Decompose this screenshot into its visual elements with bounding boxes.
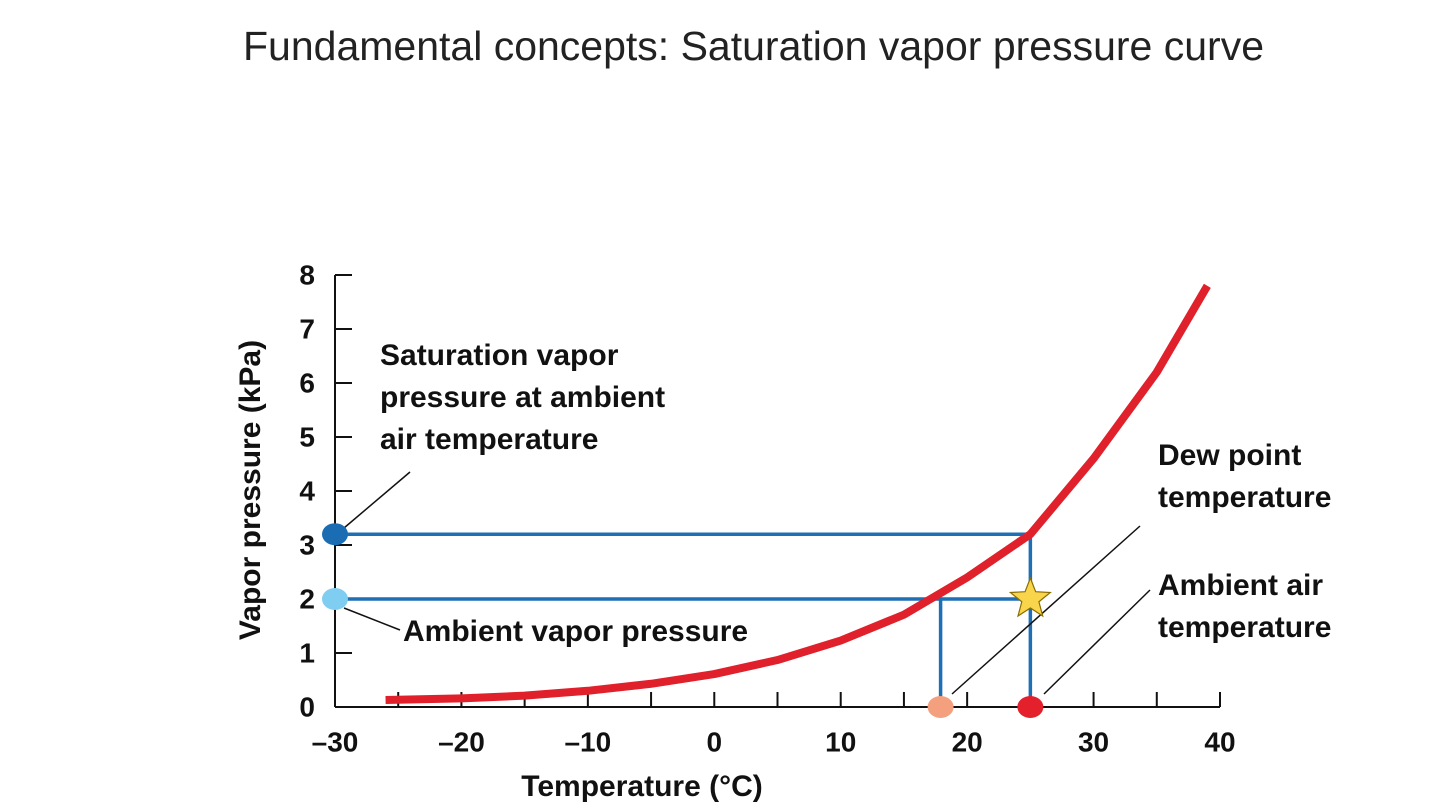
x-tick-label: 10 xyxy=(825,726,856,757)
x-tick-label: 0 xyxy=(706,726,722,757)
y-axis-label: Vapor pressure (kPa) xyxy=(234,340,267,640)
annotation: temperature xyxy=(1158,481,1331,514)
x-tick-label: 20 xyxy=(952,726,983,757)
annotation: Ambient vapor pressure xyxy=(403,615,748,648)
annotation: Saturation vapor xyxy=(380,339,619,372)
slide-title: Fundamental concepts: Saturation vapor p… xyxy=(243,23,1264,69)
x-tick-label: –10 xyxy=(564,726,611,757)
point-marker xyxy=(1017,696,1044,718)
annotation: temperature xyxy=(1158,611,1331,644)
leader-line xyxy=(343,471,411,529)
leader-line xyxy=(951,525,1141,695)
y-tick-label: 8 xyxy=(299,259,315,290)
x-tick-label: 30 xyxy=(1078,726,1109,757)
star-marker xyxy=(1008,576,1052,618)
y-tick-label: 2 xyxy=(299,583,315,614)
annotation: air temperature xyxy=(380,423,598,456)
annotation: pressure at ambient xyxy=(380,381,665,414)
y-tick-label: 5 xyxy=(299,421,315,452)
y-tick-label: 4 xyxy=(299,475,315,506)
y-tick-label: 1 xyxy=(299,637,315,668)
leader-line xyxy=(343,607,401,631)
y-tick-label: 7 xyxy=(299,313,315,344)
x-axis-label: Temperature (°C) xyxy=(521,770,762,803)
annotation: Dew point xyxy=(1158,439,1301,472)
leader-line xyxy=(1043,589,1151,695)
saturation-curve xyxy=(385,283,1211,704)
point-marker xyxy=(322,523,348,546)
x-tick-label: –20 xyxy=(438,726,485,757)
y-tick-label: 0 xyxy=(299,691,315,722)
point-marker xyxy=(927,696,954,718)
annotation: Ambient air xyxy=(1158,569,1323,602)
y-tick-label: 6 xyxy=(299,367,315,398)
y-tick-label: 3 xyxy=(299,529,315,560)
x-tick-label: 40 xyxy=(1204,726,1235,757)
x-tick-label: –30 xyxy=(312,726,359,757)
point-marker xyxy=(322,588,348,610)
